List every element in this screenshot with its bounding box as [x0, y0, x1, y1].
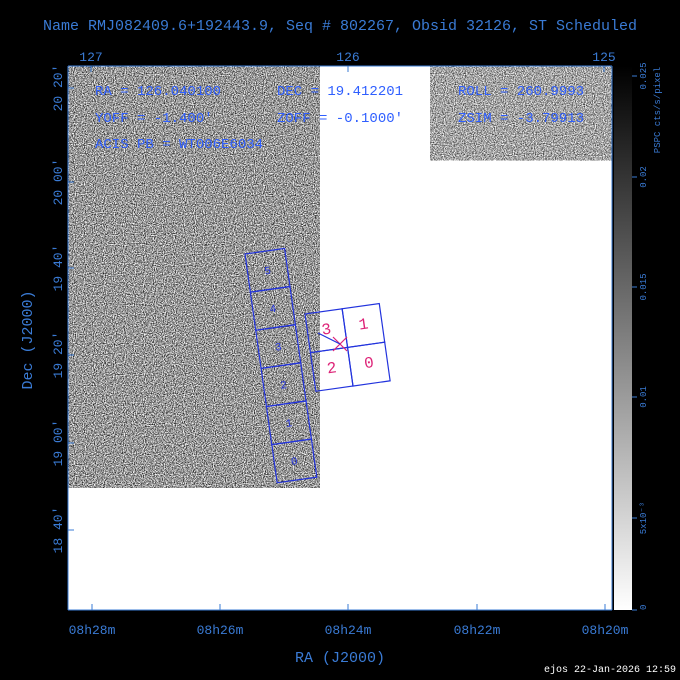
left-tick-label: 19 00' — [51, 420, 66, 467]
left-tick-label: 18 40' — [51, 507, 66, 554]
footer: ejos 22-Jan-2026 12:59 — [544, 664, 676, 676]
colorbar-tick-label: 0.015 — [639, 273, 649, 300]
colorbar-tick-label: 5x10⁻³ — [639, 502, 649, 534]
info-dec: DEC = 19.412201 — [277, 84, 403, 100]
left-tick-label: 19 40' — [51, 245, 66, 292]
chip-label: 0 — [290, 456, 298, 469]
info-ra: RA = 126.040100 — [95, 84, 221, 100]
chip-label: 2 — [326, 359, 338, 378]
colorbar-tick-label: 0 — [639, 605, 649, 610]
y-axis-label: Dec (J2000) — [20, 290, 37, 389]
info-zoff: ZOFF = -0.1000' — [277, 111, 403, 127]
top-tick-label: 125 — [592, 50, 615, 65]
colorbar-tick-label: 0.025 — [639, 62, 649, 89]
colorbar-label: PSPC cts/s/pixel — [653, 67, 663, 153]
bottom-tick-label: 08h28m — [69, 623, 116, 638]
chip-label: 0 — [363, 354, 375, 373]
bottom-tick-label: 08h22m — [454, 623, 501, 638]
chip-label: 1 — [285, 418, 294, 431]
left-tick-label: 20 20' — [51, 65, 66, 112]
chip-label: 1 — [358, 315, 370, 334]
chip-label: 4 — [269, 304, 278, 317]
info-acis: ACIS PB = WT006E6034 — [95, 137, 263, 153]
left-tick-label: 19 20' — [51, 332, 66, 379]
bottom-tick-label: 08h24m — [325, 623, 372, 638]
top-tick-label: 127 — [79, 50, 102, 65]
x-axis-label: RA (J2000) — [295, 650, 385, 667]
title: Name RMJ082409.6+192443.9, Seq # 802267,… — [43, 18, 637, 35]
colorbar-tick-label: 0.02 — [639, 166, 649, 188]
chip-label: 3 — [320, 321, 332, 340]
top-tick-label: 126 — [336, 50, 359, 65]
acis-i-chip — [346, 341, 391, 387]
chip-label: 3 — [274, 342, 282, 355]
bottom-tick-label: 08h20m — [582, 623, 629, 638]
colorbar-axis: PSPC cts/s/pixel 0 5x10⁻³ 0.01 0.015 0.02 0.0… — [632, 62, 663, 611]
info-block: RA = 126.040100 DEC = 19.412201 ROLL = 2… — [95, 84, 584, 153]
colorbar-tick-label: 0.01 — [639, 386, 649, 408]
xray-background — [68, 66, 612, 488]
bottom-tick-label: 08h26m — [197, 623, 244, 638]
chip-label: 5 — [264, 266, 272, 279]
info-yoff: YOFF = -1.400' — [95, 111, 213, 127]
colorbar — [614, 66, 632, 610]
info-roll: ROLL = 260.9993 — [458, 84, 584, 100]
chip-label: 2 — [280, 380, 288, 393]
aimpoint — [317, 332, 348, 352]
acis-i-array: 3 1 2 0 — [304, 302, 391, 392]
acis-s-array: 5 4 3 2 1 0 — [244, 247, 318, 484]
left-tick-label: 20 00' — [51, 159, 66, 206]
info-zsim: ZSIM = -3.79913 — [458, 111, 584, 127]
acis-s-chip — [271, 438, 318, 484]
